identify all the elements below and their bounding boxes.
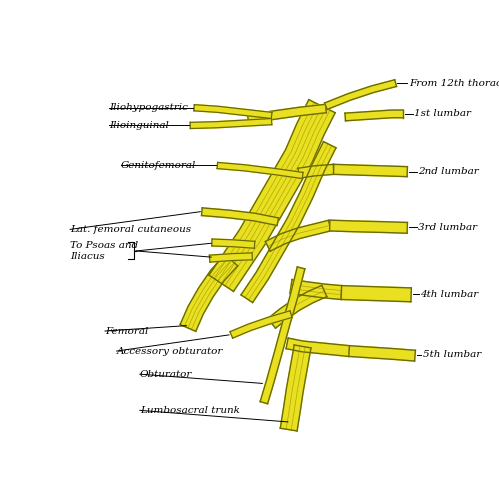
Text: Femoral: Femoral bbox=[105, 326, 148, 336]
Polygon shape bbox=[248, 104, 326, 124]
Text: Iliohypogastric: Iliohypogastric bbox=[109, 103, 188, 112]
Polygon shape bbox=[217, 162, 303, 178]
Polygon shape bbox=[298, 164, 334, 178]
Polygon shape bbox=[349, 346, 416, 361]
Polygon shape bbox=[280, 345, 311, 431]
Text: Ilioinguinal: Ilioinguinal bbox=[109, 121, 169, 130]
Polygon shape bbox=[333, 164, 407, 176]
Text: 3rd lumbar: 3rd lumbar bbox=[418, 222, 477, 232]
Polygon shape bbox=[345, 110, 403, 121]
Text: To Psoas and
Iliacus: To Psoas and Iliacus bbox=[70, 242, 138, 260]
Polygon shape bbox=[202, 208, 278, 226]
Text: Lat. femoral cutaneous: Lat. femoral cutaneous bbox=[70, 225, 191, 234]
Polygon shape bbox=[329, 220, 407, 233]
Polygon shape bbox=[194, 104, 272, 118]
Polygon shape bbox=[230, 311, 292, 338]
Text: From 12th thoracic: From 12th thoracic bbox=[409, 78, 499, 88]
Polygon shape bbox=[260, 267, 305, 404]
Polygon shape bbox=[212, 239, 255, 248]
Polygon shape bbox=[341, 286, 411, 302]
Text: Genitofemoral: Genitofemoral bbox=[120, 161, 196, 170]
Text: Lumbosacral trunk: Lumbosacral trunk bbox=[140, 406, 240, 415]
Polygon shape bbox=[286, 338, 350, 356]
Polygon shape bbox=[290, 280, 342, 299]
Text: 4th lumbar: 4th lumbar bbox=[421, 290, 479, 298]
Text: 1st lumbar: 1st lumbar bbox=[414, 110, 471, 118]
Polygon shape bbox=[324, 80, 397, 110]
Polygon shape bbox=[241, 142, 336, 302]
Polygon shape bbox=[209, 100, 335, 292]
Polygon shape bbox=[210, 253, 252, 262]
Polygon shape bbox=[268, 286, 327, 328]
Text: Obturator: Obturator bbox=[140, 370, 192, 378]
Text: 5th lumbar: 5th lumbar bbox=[423, 350, 481, 360]
Polygon shape bbox=[180, 254, 238, 332]
Text: Accessory obturator: Accessory obturator bbox=[117, 346, 223, 356]
Polygon shape bbox=[265, 220, 331, 251]
Text: 2nd lumbar: 2nd lumbar bbox=[418, 167, 479, 176]
Polygon shape bbox=[190, 118, 272, 128]
